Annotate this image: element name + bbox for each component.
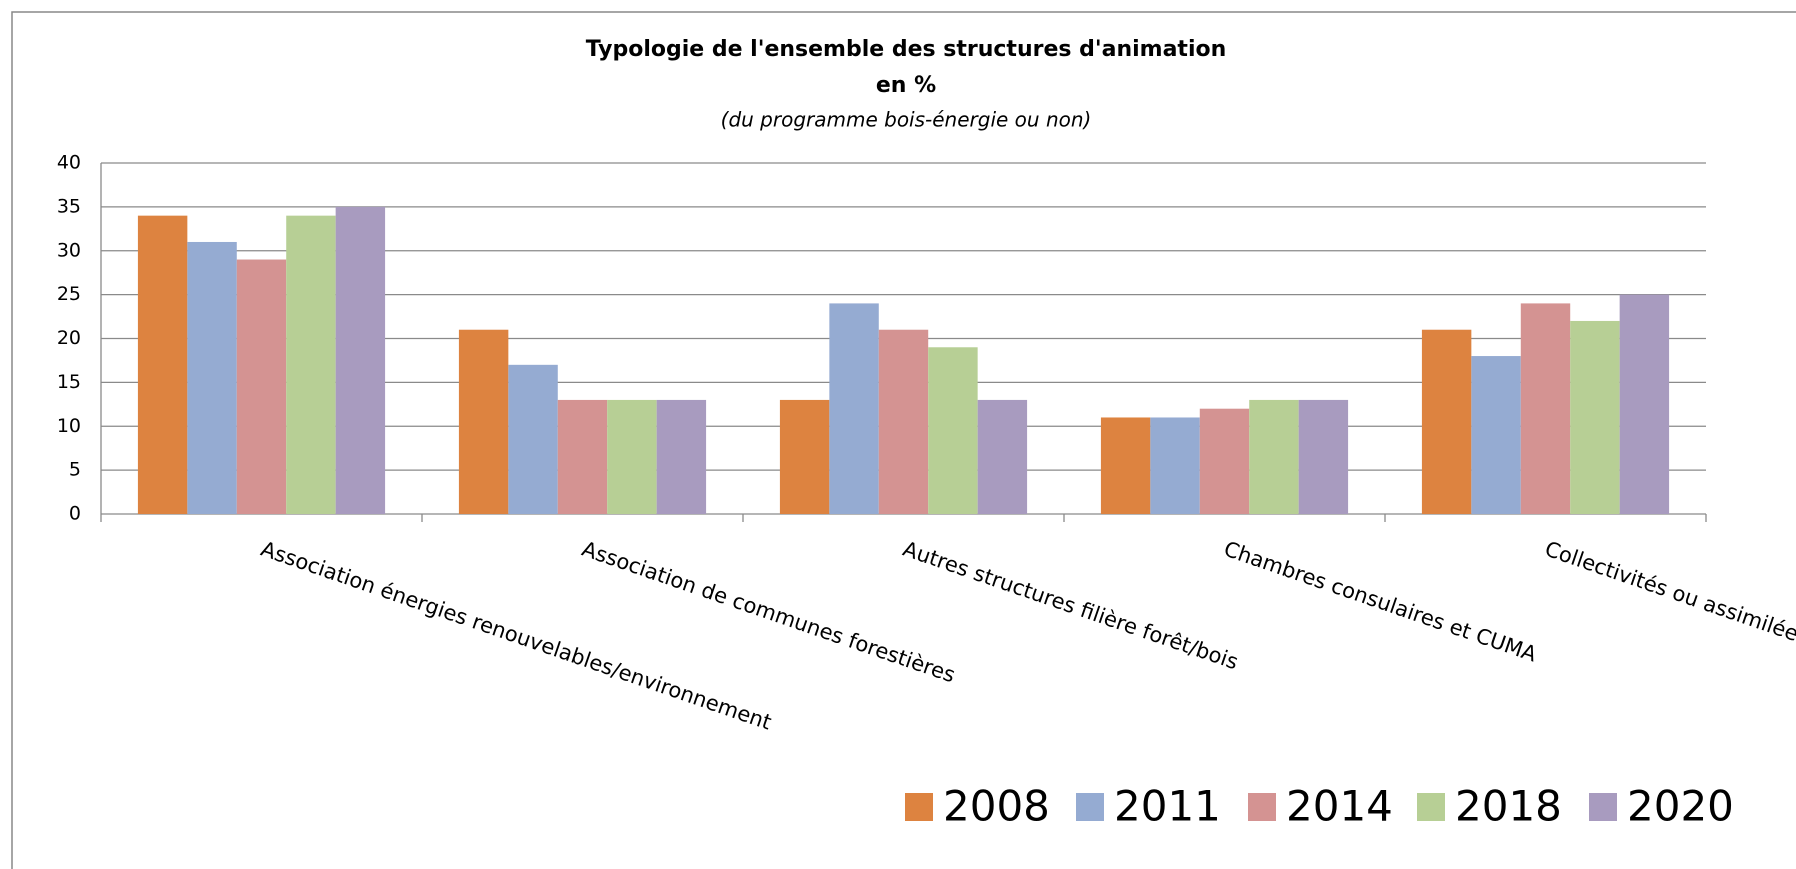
bar [1520, 303, 1571, 514]
bar [1150, 417, 1200, 514]
y-tick-label: 25 [57, 283, 81, 305]
bar [779, 399, 830, 514]
bar [557, 399, 608, 514]
bar [1249, 399, 1299, 514]
bar [1199, 408, 1250, 514]
legend-swatch [1076, 793, 1104, 821]
bar [187, 241, 237, 514]
legend-label: 2008 [943, 782, 1050, 831]
bar [1298, 399, 1349, 514]
legend-label: 2011 [1114, 782, 1221, 831]
chart-note: (du programme bois-énergie ou non) [721, 108, 1092, 132]
x-tick-label: Collectivités ou assimilées [1542, 537, 1796, 650]
legend-label: 2020 [1627, 782, 1734, 831]
legend-swatch [905, 793, 933, 821]
y-tick-label: 5 [69, 459, 81, 481]
legend-swatch [1589, 793, 1617, 821]
bar [829, 303, 879, 514]
legend-swatch [1248, 793, 1276, 821]
y-tick-label: 35 [57, 195, 81, 217]
bar [1100, 417, 1151, 514]
x-tick-label: Chambres consulaires et CUMA [1221, 537, 1540, 667]
y-tick-label: 0 [69, 503, 81, 525]
y-tick-label: 20 [57, 327, 81, 349]
bar [977, 399, 1028, 514]
bar [656, 399, 707, 514]
bar [607, 399, 657, 514]
bar [286, 215, 336, 514]
bar [458, 329, 509, 514]
bar [508, 364, 558, 514]
chart-subtitle: en % [876, 73, 936, 98]
bar [1619, 294, 1670, 514]
x-tick-label: Association énergies renouvelables/envir… [258, 537, 775, 735]
y-tick-label: 40 [57, 152, 81, 174]
bar [236, 259, 287, 514]
y-tick-label: 30 [57, 239, 81, 261]
x-tick-label: Autres structures filière forêt/bois [900, 537, 1241, 675]
bar [1421, 329, 1472, 514]
bar [1471, 356, 1521, 514]
legend-label: 2014 [1286, 782, 1393, 831]
legend-label: 2018 [1455, 782, 1562, 831]
legend-swatch [1417, 793, 1445, 821]
chart-title: Typologie de l'ensemble des structures d… [586, 37, 1227, 62]
bar [928, 347, 978, 514]
bar [878, 329, 929, 514]
y-tick-label: 15 [57, 371, 81, 393]
bar [335, 206, 386, 514]
chart-frame [11, 11, 1796, 869]
bar [1570, 320, 1620, 514]
bar [137, 215, 188, 514]
y-tick-label: 10 [57, 415, 81, 437]
